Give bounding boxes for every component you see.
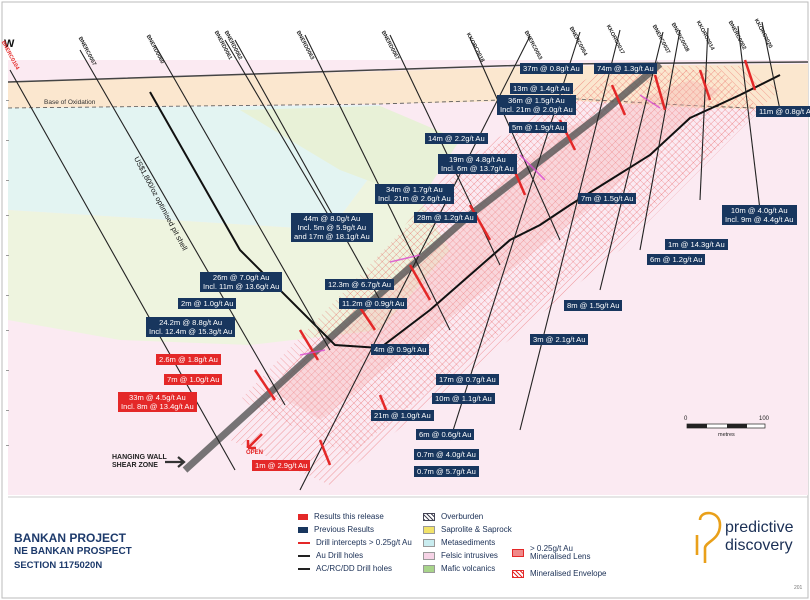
title-line-1: BANKAN PROJECT: [14, 531, 127, 545]
intercept-label: 3m @ 2.1g/t Au: [530, 334, 589, 345]
legend-swatch: [423, 513, 435, 521]
legend-label: Mafic volcanics: [441, 564, 496, 573]
title-line-2: NE BANKAN PROSPECT: [14, 546, 132, 557]
legend-item: Previous Results: [298, 526, 374, 534]
intercept-label: 2.6m @ 1.8g/t Au: [156, 354, 221, 365]
legend-item: Saprolite & Saprock: [423, 526, 512, 534]
intercept-label: 19m @ 4.8g/t Au Incl. 6m @ 13.7g/t Au: [438, 154, 517, 174]
intercept-label: 6m @ 1.2g/t Au: [647, 254, 706, 265]
open-label: OPEN: [246, 450, 264, 456]
legend-label: Saprolite & Saprock: [441, 525, 512, 534]
legend-swatch: [298, 542, 310, 544]
intercept-label: 14m @ 2.2g/t Au: [425, 133, 488, 144]
legend-item: Felsic intrusives: [423, 552, 498, 560]
legend-item: Results this release: [298, 513, 384, 521]
intercept-label: 10m @ 4.0g/t Au Incl. 9m @ 4.4g/t Au: [722, 205, 797, 225]
legend-swatch: [423, 565, 435, 573]
intercept-label: 24.2m @ 8.8g/t Au Incl. 12.4m @ 15.3g/t …: [146, 317, 236, 337]
intercept-label: 1m @ 2.9g/t Au: [252, 460, 311, 471]
mineralised-lens: [299, 94, 661, 356]
legend-label: Overburden: [441, 512, 484, 521]
legend-item: AC/RC/DD Drill holes: [298, 565, 392, 573]
legend-swatch: [512, 549, 524, 557]
legend-label: AC/RC/DD Drill holes: [316, 564, 393, 573]
footer-code: 201: [794, 585, 803, 591]
intercept-label: 12.3m @ 6.7g/t Au: [325, 279, 395, 290]
optimised-pit-shell: [149, 74, 781, 350]
legend-swatch: [423, 552, 435, 560]
title-line-3: SECTION 1175020N: [14, 560, 103, 571]
intercept-label: 6m @ 0.6g/t Au: [416, 429, 475, 440]
intercept-label: 26m @ 7.0g/t Au Incl. 11m @ 13.6g/t Au: [200, 272, 283, 292]
legend-swatch: [423, 539, 435, 547]
logo-text-2: discovery: [725, 537, 793, 554]
intercept-label: 1m @ 14.3g/t Au: [665, 239, 728, 250]
legend-label: Drill intercepts > 0.25g/t Au: [316, 538, 412, 547]
intercept-label: 11.2m @ 0.9g/t Au: [339, 298, 408, 309]
base-of-oxidation-label: Base of Oxidation: [44, 99, 96, 106]
legend-label: Mineralised Envelope: [530, 569, 607, 578]
intercept-label: 11m @ 0.8g/t A: [756, 106, 810, 117]
intercept-label: 37m @ 0.8g/t Au: [520, 63, 583, 74]
intercept-label: 17m @ 0.7g/t Au: [436, 374, 499, 385]
intercept-label: 8m @ 1.5g/t Au: [564, 300, 623, 311]
legend-swatch: [423, 526, 435, 534]
logo-text-1: predictive: [725, 519, 794, 536]
drill-intercepts: [253, 59, 757, 466]
company-logo-icon: [695, 511, 722, 563]
intercept-label: 21m @ 1.0g/t Au: [371, 410, 434, 421]
intercept-label: 5m @ 1.9g/t Au: [509, 122, 568, 133]
scale-unit: metres: [718, 432, 735, 438]
intercept-label: 7m @ 1.0g/t Au: [164, 374, 223, 385]
intercept-label: 4m @ 0.9g/t Au: [371, 344, 430, 355]
corner-text: W: [4, 38, 15, 50]
intercept-label: 0.7m @ 5.7g/t Au: [414, 466, 479, 477]
legend-label: Metasediments: [441, 538, 496, 547]
intercept-label: 33m @ 4.5g/t Au Incl. 8m @ 13.4g/t Au: [118, 392, 197, 412]
intercept-label: 2m @ 1.0g/t Au: [178, 298, 237, 309]
intercept-label: 44m @ 8.0g/t Au Incl. 5m @ 5.9g/t Au and…: [291, 213, 373, 242]
intercept-label: 13m @ 1.4g/t Au: [510, 83, 573, 94]
legend-item: > 0.25g/t Au Mineralised Lens: [512, 545, 590, 561]
legend-swatch: [298, 555, 310, 557]
legend-label: Felsic intrusives: [441, 551, 498, 560]
elevation-ticks: [6, 100, 9, 446]
intercept-label: 34m @ 1.7g/t Au Incl. 21m @ 2.6g/t Au: [375, 184, 454, 204]
legend-swatch: [512, 570, 524, 578]
legend-item: Metasediments: [423, 539, 495, 547]
legend-item: Mineralised Envelope: [512, 570, 607, 578]
hanging-wall-arrow-icon: [165, 456, 186, 468]
intercept-label: 7m @ 1.5g/t Au: [578, 193, 637, 204]
legend-swatch: [298, 514, 308, 520]
scale-max: 100: [759, 416, 770, 422]
mineralised-envelope: [230, 66, 780, 485]
legend-swatch: [298, 568, 310, 570]
legend-item: Drill intercepts > 0.25g/t Au: [298, 539, 412, 547]
legend-label: Au Drill holes: [316, 551, 364, 560]
scale-zero: 0: [684, 416, 688, 422]
legend-label: > 0.25g/t Au Mineralised Lens: [530, 544, 591, 561]
hanging-wall-label: HANGING WALL SHEAR ZONE: [112, 454, 167, 469]
intercept-label: 10m @ 1.1g/t Au: [432, 393, 495, 404]
legend-label: Previous Results: [314, 525, 375, 534]
scale-bar: [686, 423, 766, 429]
intercept-label: 74m @ 1.3g/t Au: [594, 63, 657, 74]
intercept-label: 36m @ 1.5g/t Au Incl. 21m @ 2.0g/t Au: [497, 95, 576, 115]
open-arrow-icon: [246, 433, 263, 450]
mafic-lens-upper: [240, 106, 460, 200]
legend-item: Mafic volcanics: [423, 565, 495, 573]
intercept-label: 0.7m @ 4.0g/t Au: [414, 449, 479, 460]
title-block: BANKAN PROJECT NE BANKAN PROSPECT SECTIO…: [14, 532, 132, 572]
legend-label: Results this release: [314, 512, 384, 521]
legend-item: Overburden: [423, 513, 483, 521]
legend-item: Au Drill holes: [298, 552, 363, 560]
legend-swatch: [298, 527, 308, 533]
intercept-label: 28m @ 1.2g/t Au: [414, 212, 477, 223]
